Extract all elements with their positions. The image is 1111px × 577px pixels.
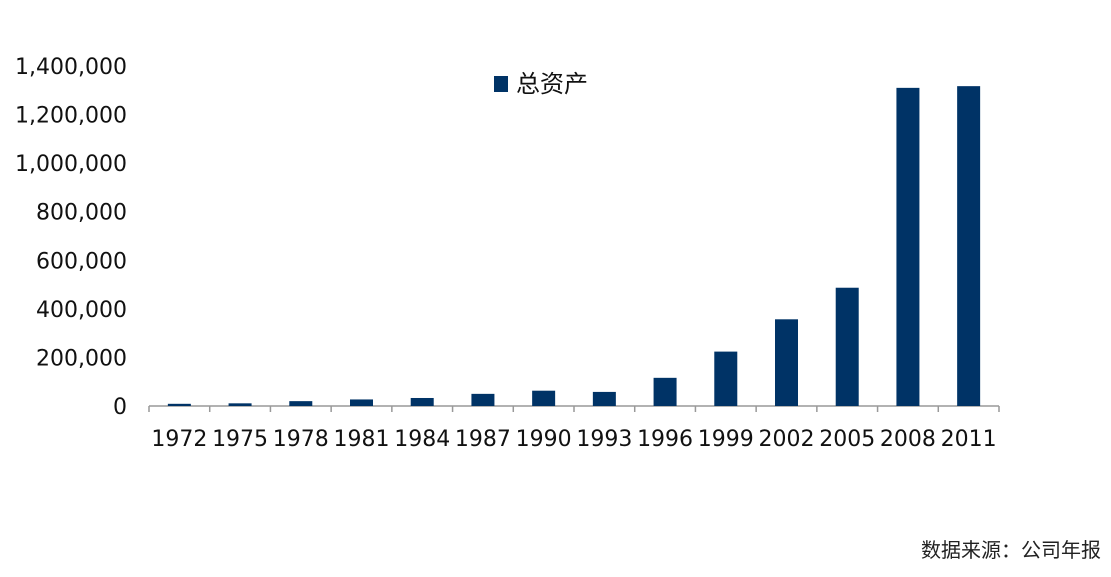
x-tick-label: 1990 xyxy=(516,427,572,452)
bar-1978 xyxy=(289,401,313,406)
bar-2002 xyxy=(775,319,798,406)
bar-2011 xyxy=(957,86,981,407)
x-tick-label: 1972 xyxy=(151,427,207,452)
bar-1975 xyxy=(228,403,252,406)
bar-1981 xyxy=(350,399,373,406)
y-tick-label: 0 xyxy=(113,395,127,420)
y-tick-label: 1,400,000 xyxy=(15,55,127,80)
x-tick-label: 1978 xyxy=(273,427,329,452)
y-tick-label: 800,000 xyxy=(36,201,127,226)
y-tick-label: 400,000 xyxy=(36,298,127,323)
x-tick-label: 2002 xyxy=(759,427,815,452)
legend-swatch xyxy=(494,76,508,92)
x-axis: 1972 1975 1978 1981 1984 1987 1990 1993 1996 1999… xyxy=(148,405,1000,452)
bar-1972 xyxy=(167,403,191,406)
bar-1996 xyxy=(653,377,677,406)
y-tick-label: 200,000 xyxy=(36,346,127,371)
y-tick-label: 1,000,000 xyxy=(15,152,127,177)
x-tick-label: 1981 xyxy=(334,427,390,452)
bar-1987 xyxy=(471,393,495,406)
y-tick-label: 600,000 xyxy=(36,249,127,274)
x-tick-label: 2005 xyxy=(819,427,875,452)
source-note: 数据来源：公司年报 xyxy=(921,538,1101,562)
x-tick-label: 1975 xyxy=(212,427,268,452)
x-tick-label: 2008 xyxy=(880,427,936,452)
y-axis: 0 200,000 400,000 600,000 800,000 1,000,000 1,… xyxy=(15,55,127,420)
bars xyxy=(167,86,981,407)
bar-1984 xyxy=(410,397,434,406)
x-tick-label: 1999 xyxy=(698,427,754,452)
bar-1990 xyxy=(532,390,556,406)
bar-2008 xyxy=(896,87,920,406)
x-tick-label: 2011 xyxy=(941,427,997,452)
x-tick-label: 1984 xyxy=(394,427,450,452)
y-tick-label: 1,200,000 xyxy=(15,104,127,129)
x-tick-label: 1996 xyxy=(637,427,693,452)
legend: 总资产 xyxy=(494,70,588,98)
bar-1993 xyxy=(592,391,616,406)
x-tick-label: 1993 xyxy=(576,427,632,452)
legend-label: 总资产 xyxy=(516,70,588,98)
bar-1999 xyxy=(714,351,738,406)
x-tick-label: 1987 xyxy=(455,427,511,452)
bar-2005 xyxy=(835,287,859,406)
